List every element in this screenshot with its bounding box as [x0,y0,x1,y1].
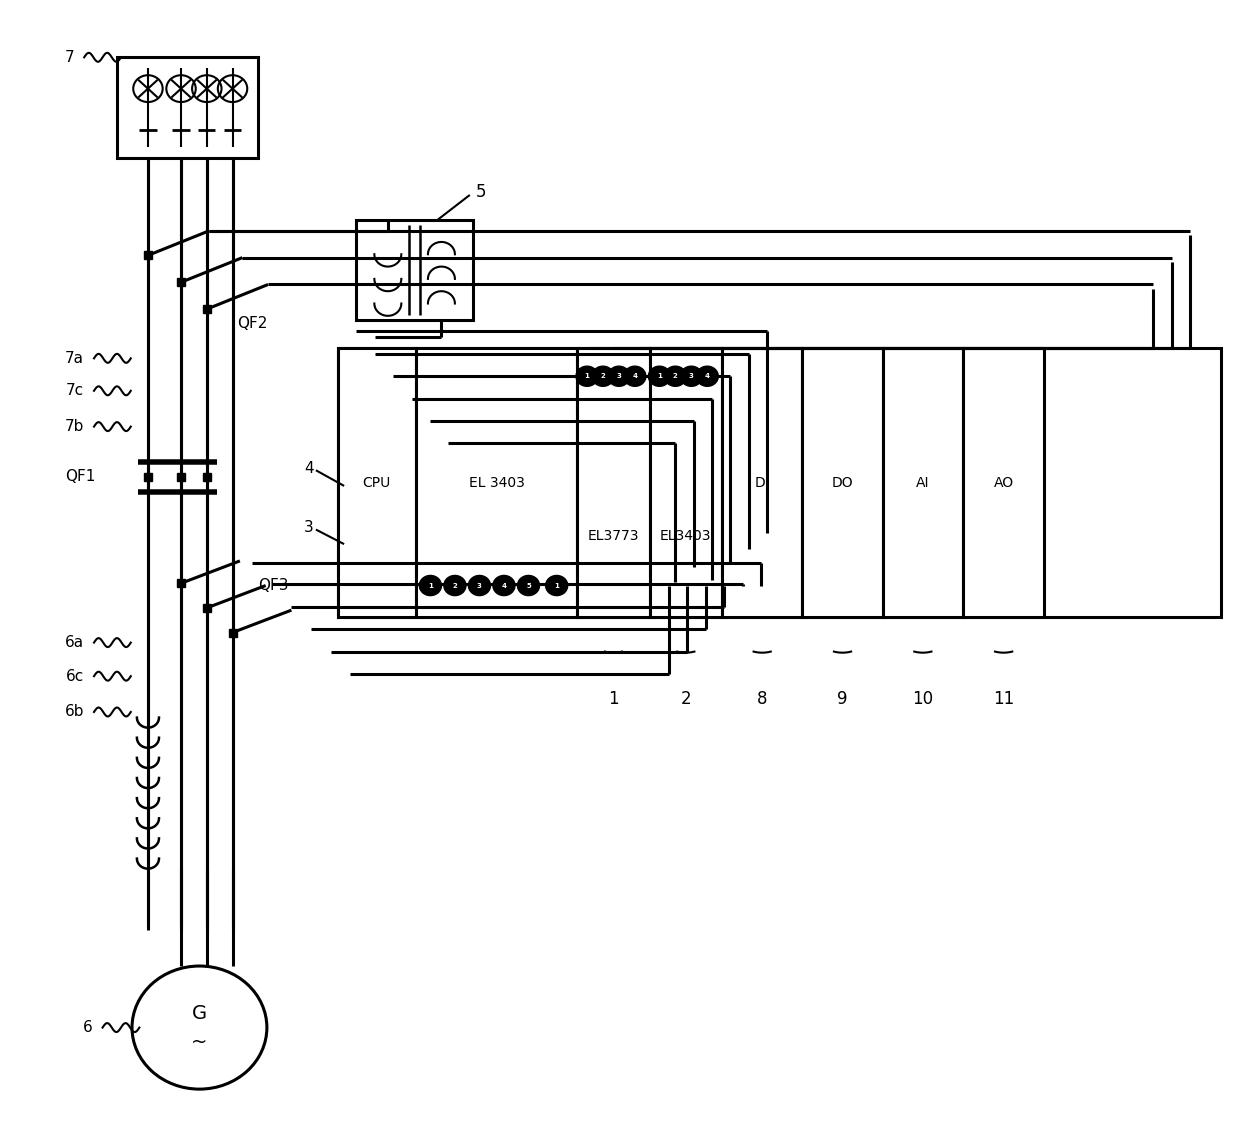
Circle shape [696,366,718,386]
Text: 9: 9 [837,690,848,708]
Text: 1: 1 [554,582,559,588]
Text: AO: AO [993,476,1013,489]
Circle shape [469,576,491,596]
Bar [415,348,578,616]
Text: 6: 6 [83,1020,93,1036]
Text: QF3: QF3 [258,578,289,593]
Text: EL3403: EL3403 [660,529,712,544]
Text: 3: 3 [689,373,693,380]
Text: 4: 4 [304,460,314,476]
Bar [339,348,1221,616]
Text: 3: 3 [304,520,314,535]
Bar [802,348,883,616]
Text: 8: 8 [756,690,768,708]
Bar [356,220,472,321]
Text: EL 3403: EL 3403 [469,476,525,489]
Bar [883,348,963,616]
Text: 2: 2 [600,373,605,380]
Text: 7c: 7c [66,383,84,399]
Text: 6c: 6c [66,668,84,683]
Text: G: G [192,1004,207,1022]
Circle shape [546,576,568,596]
Text: 6a: 6a [64,636,84,650]
Text: 2: 2 [453,582,458,588]
Text: 11: 11 [993,690,1014,708]
Circle shape [649,366,671,386]
Circle shape [608,366,630,386]
Text: 1: 1 [584,373,589,380]
Text: 4: 4 [501,582,506,588]
Circle shape [624,366,646,386]
Text: QF2: QF2 [237,316,268,331]
Bar [650,348,722,616]
Text: AI: AI [916,476,930,489]
Text: 7: 7 [64,50,74,65]
Text: 6b: 6b [64,705,84,719]
Text: 3: 3 [477,582,482,588]
Text: QF1: QF1 [64,469,95,485]
Text: 5: 5 [476,182,486,201]
Text: DO: DO [832,476,853,489]
Circle shape [577,366,598,386]
Text: 4: 4 [632,373,637,380]
Text: 3: 3 [616,373,621,380]
Text: DI: DI [755,476,770,489]
Circle shape [444,576,466,596]
Circle shape [494,576,515,596]
Circle shape [419,576,441,596]
Text: 5: 5 [526,582,531,588]
Text: 1: 1 [657,373,662,380]
Bar [722,348,802,616]
Text: ~: ~ [191,1032,207,1051]
Text: 2: 2 [681,690,691,708]
Bar [118,58,258,157]
Text: 4: 4 [704,373,709,380]
Text: 7a: 7a [66,351,84,366]
Circle shape [681,366,702,386]
Text: 2: 2 [673,373,678,380]
Bar [578,348,650,616]
Bar [963,348,1044,616]
Text: 1: 1 [608,690,619,708]
Circle shape [591,366,614,386]
Text: 7b: 7b [64,419,84,434]
Text: CPU: CPU [363,476,391,489]
Bar [339,348,415,616]
Text: 10: 10 [913,690,934,708]
Circle shape [517,576,539,596]
Circle shape [665,366,687,386]
Text: 1: 1 [428,582,433,588]
Text: EL3773: EL3773 [588,529,639,544]
